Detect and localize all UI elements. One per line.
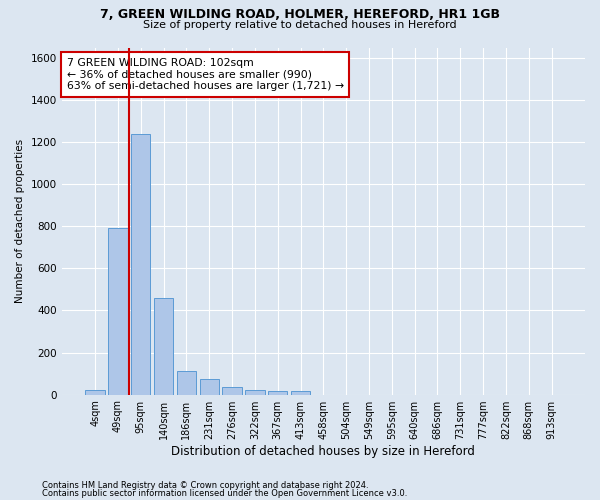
Text: 7 GREEN WILDING ROAD: 102sqm
← 36% of detached houses are smaller (990)
63% of s: 7 GREEN WILDING ROAD: 102sqm ← 36% of de… [67,58,344,91]
Bar [85,390,105,394]
Text: Size of property relative to detached houses in Hereford: Size of property relative to detached ho… [143,20,457,30]
Bar [200,379,219,394]
Bar [291,392,310,394]
Bar [154,298,173,394]
Bar [108,228,128,394]
Text: 7, GREEN WILDING ROAD, HOLMER, HEREFORD, HR1 1GB: 7, GREEN WILDING ROAD, HOLMER, HEREFORD,… [100,8,500,20]
X-axis label: Distribution of detached houses by size in Hereford: Distribution of detached houses by size … [172,444,475,458]
Bar [131,134,151,394]
Bar [177,372,196,394]
Bar [223,387,242,394]
Bar [268,392,287,394]
Bar [245,390,265,394]
Y-axis label: Number of detached properties: Number of detached properties [15,139,25,303]
Text: Contains HM Land Registry data © Crown copyright and database right 2024.: Contains HM Land Registry data © Crown c… [42,481,368,490]
Text: Contains public sector information licensed under the Open Government Licence v3: Contains public sector information licen… [42,489,407,498]
